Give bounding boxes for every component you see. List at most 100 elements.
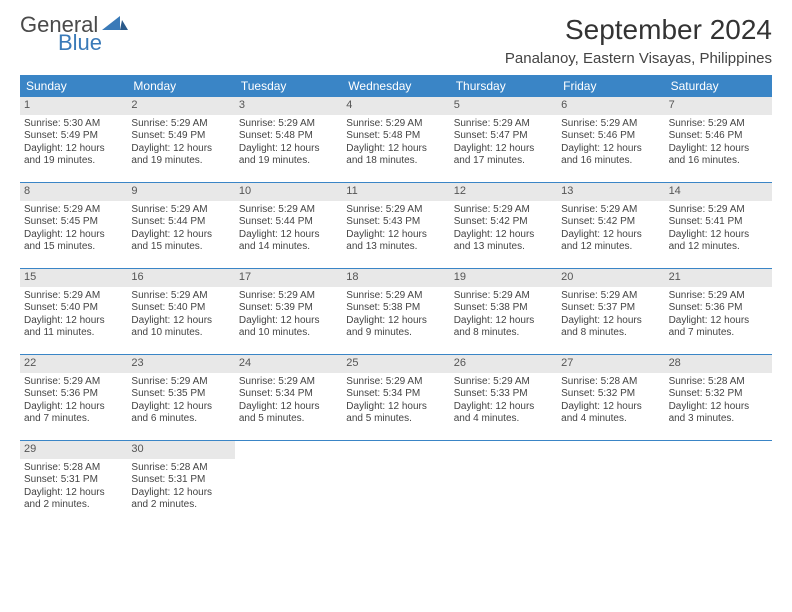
day-details: Sunrise: 5:29 AMSunset: 5:46 PMDaylight:…: [561, 118, 660, 168]
day-details: Sunrise: 5:28 AMSunset: 5:31 PMDaylight:…: [24, 462, 123, 512]
day-number: 30: [127, 441, 234, 459]
calendar-grid: SundayMondayTuesdayWednesdayThursdayFrid…: [20, 75, 772, 527]
day-details: Sunrise: 5:29 AMSunset: 5:47 PMDaylight:…: [454, 118, 553, 168]
day-number: 15: [20, 269, 127, 287]
sunset-line: Sunset: 5:42 PM: [454, 216, 553, 229]
daylight-line: Daylight: 12 hours and 3 minutes.: [669, 401, 768, 426]
day-details: Sunrise: 5:29 AMSunset: 5:40 PMDaylight:…: [24, 290, 123, 340]
sunrise-line: Sunrise: 5:29 AM: [346, 376, 445, 389]
sunset-line: Sunset: 5:47 PM: [454, 130, 553, 143]
day-details: Sunrise: 5:29 AMSunset: 5:45 PMDaylight:…: [24, 204, 123, 254]
dow-header: Saturday: [665, 75, 772, 97]
day-details: Sunrise: 5:29 AMSunset: 5:38 PMDaylight:…: [454, 290, 553, 340]
sunrise-line: Sunrise: 5:29 AM: [131, 376, 230, 389]
calendar-cell: 24Sunrise: 5:29 AMSunset: 5:34 PMDayligh…: [235, 355, 342, 441]
sunrise-line: Sunrise: 5:29 AM: [454, 204, 553, 217]
day-details: Sunrise: 5:29 AMSunset: 5:38 PMDaylight:…: [346, 290, 445, 340]
daylight-line: Daylight: 12 hours and 10 minutes.: [239, 315, 338, 340]
day-details: Sunrise: 5:28 AMSunset: 5:31 PMDaylight:…: [131, 462, 230, 512]
calendar-cell: [450, 441, 557, 527]
daylight-line: Daylight: 12 hours and 14 minutes.: [239, 229, 338, 254]
calendar-cell: 4Sunrise: 5:29 AMSunset: 5:48 PMDaylight…: [342, 97, 449, 183]
calendar-cell: 10Sunrise: 5:29 AMSunset: 5:44 PMDayligh…: [235, 183, 342, 269]
sunset-line: Sunset: 5:37 PM: [561, 302, 660, 315]
day-number: 12: [450, 183, 557, 201]
calendar-cell: 11Sunrise: 5:29 AMSunset: 5:43 PMDayligh…: [342, 183, 449, 269]
location: Panalanoy, Eastern Visayas, Philippines: [505, 50, 772, 67]
calendar-cell: 6Sunrise: 5:29 AMSunset: 5:46 PMDaylight…: [557, 97, 664, 183]
calendar-cell: [342, 441, 449, 527]
calendar-cell: 22Sunrise: 5:29 AMSunset: 5:36 PMDayligh…: [20, 355, 127, 441]
day-number: 2: [127, 97, 234, 115]
day-number: 18: [342, 269, 449, 287]
daylight-line: Daylight: 12 hours and 10 minutes.: [131, 315, 230, 340]
day-number: 3: [235, 97, 342, 115]
sunset-line: Sunset: 5:44 PM: [239, 216, 338, 229]
calendar-cell: 30 Sunrise: 5:28 AMSunset: 5:31 PMDayligh…: [127, 441, 234, 527]
sunrise-line: Sunrise: 5:29 AM: [24, 376, 123, 389]
sunset-line: Sunset: 5:40 PM: [24, 302, 123, 315]
day-number: 19: [450, 269, 557, 287]
daylight-line: Daylight: 12 hours and 8 minutes.: [561, 315, 660, 340]
sunset-line: Sunset: 5:33 PM: [454, 388, 553, 401]
day-details: Sunrise: 5:29 AMSunset: 5:35 PMDaylight:…: [131, 376, 230, 426]
calendar-cell: 25Sunrise: 5:29 AMSunset: 5:34 PMDayligh…: [342, 355, 449, 441]
calendar-cell: 3 Sunrise: 5:29 AMSunset: 5:48 PMDaylight…: [235, 97, 342, 183]
sunrise-line: Sunrise: 5:30 AM: [24, 118, 123, 131]
sunset-line: Sunset: 5:44 PM: [131, 216, 230, 229]
calendar-cell: 1Sunrise: 5:30 AMSunset: 5:49 PMDaylight…: [20, 97, 127, 183]
day-number: 9: [127, 183, 234, 201]
day-details: Sunrise: 5:29 AMSunset: 5:49 PMDaylight:…: [131, 118, 230, 168]
sunrise-line: Sunrise: 5:29 AM: [669, 204, 768, 217]
header: General Blue September 2024 Panalanoy, E…: [20, 14, 772, 67]
daylight-line: Daylight: 12 hours and 5 minutes.: [346, 401, 445, 426]
calendar-cell: 17Sunrise: 5:29 AMSunset: 5:39 PMDayligh…: [235, 269, 342, 355]
sunrise-line: Sunrise: 5:29 AM: [454, 118, 553, 131]
daylight-line: Daylight: 12 hours and 12 minutes.: [669, 229, 768, 254]
day-number: 17: [235, 269, 342, 287]
sunrise-line: Sunrise: 5:29 AM: [561, 290, 660, 303]
sunset-line: Sunset: 5:48 PM: [346, 130, 445, 143]
sunset-line: Sunset: 5:46 PM: [669, 130, 768, 143]
daylight-line: Daylight: 12 hours and 5 minutes.: [239, 401, 338, 426]
sunset-line: Sunset: 5:31 PM: [24, 474, 123, 487]
day-details: Sunrise: 5:29 AMSunset: 5:36 PMDaylight:…: [669, 290, 768, 340]
day-number: 27: [557, 355, 664, 373]
calendar-cell: [665, 441, 772, 527]
day-number: 16: [127, 269, 234, 287]
daylight-line: Daylight: 12 hours and 16 minutes.: [561, 143, 660, 168]
sunset-line: Sunset: 5:38 PM: [454, 302, 553, 315]
sunrise-line: Sunrise: 5:29 AM: [454, 376, 553, 389]
daylight-line: Daylight: 12 hours and 19 minutes.: [239, 143, 338, 168]
daylight-line: Daylight: 12 hours and 2 minutes.: [131, 487, 230, 512]
sunset-line: Sunset: 5:34 PM: [346, 388, 445, 401]
sunrise-line: Sunrise: 5:28 AM: [131, 462, 230, 475]
calendar-cell: 12Sunrise: 5:29 AMSunset: 5:42 PMDayligh…: [450, 183, 557, 269]
calendar-cell: 16Sunrise: 5:29 AMSunset: 5:40 PMDayligh…: [127, 269, 234, 355]
day-number: 14: [665, 183, 772, 201]
calendar-cell: 19 Sunrise: 5:29 AMSunset: 5:38 PMDayligh…: [450, 269, 557, 355]
calendar-cell: 14Sunrise: 5:29 AMSunset: 5:41 PMDayligh…: [665, 183, 772, 269]
sunset-line: Sunset: 5:49 PM: [131, 130, 230, 143]
dow-header: Friday: [557, 75, 664, 97]
sunrise-line: Sunrise: 5:28 AM: [561, 376, 660, 389]
daylight-line: Daylight: 12 hours and 8 minutes.: [454, 315, 553, 340]
sunrise-line: Sunrise: 5:29 AM: [669, 118, 768, 131]
sunrise-line: Sunrise: 5:29 AM: [561, 204, 660, 217]
daylight-line: Daylight: 12 hours and 13 minutes.: [346, 229, 445, 254]
dow-header: Wednesday: [342, 75, 449, 97]
calendar-cell: 9Sunrise: 5:29 AMSunset: 5:44 PMDaylight…: [127, 183, 234, 269]
daylight-line: Daylight: 12 hours and 2 minutes.: [24, 487, 123, 512]
logo-sail-icon: [102, 14, 128, 36]
day-details: Sunrise: 5:29 AMSunset: 5:48 PMDaylight:…: [239, 118, 338, 168]
daylight-line: Daylight: 12 hours and 9 minutes.: [346, 315, 445, 340]
day-number: 13: [557, 183, 664, 201]
day-number: 7: [665, 97, 772, 115]
daylight-line: Daylight: 12 hours and 19 minutes.: [131, 143, 230, 168]
daylight-line: Daylight: 12 hours and 15 minutes.: [131, 229, 230, 254]
dow-header: Monday: [127, 75, 234, 97]
sunset-line: Sunset: 5:43 PM: [346, 216, 445, 229]
calendar-cell: 28Sunrise: 5:28 AMSunset: 5:32 PMDayligh…: [665, 355, 772, 441]
logo-text-blue: Blue: [58, 32, 102, 54]
sunset-line: Sunset: 5:48 PM: [239, 130, 338, 143]
